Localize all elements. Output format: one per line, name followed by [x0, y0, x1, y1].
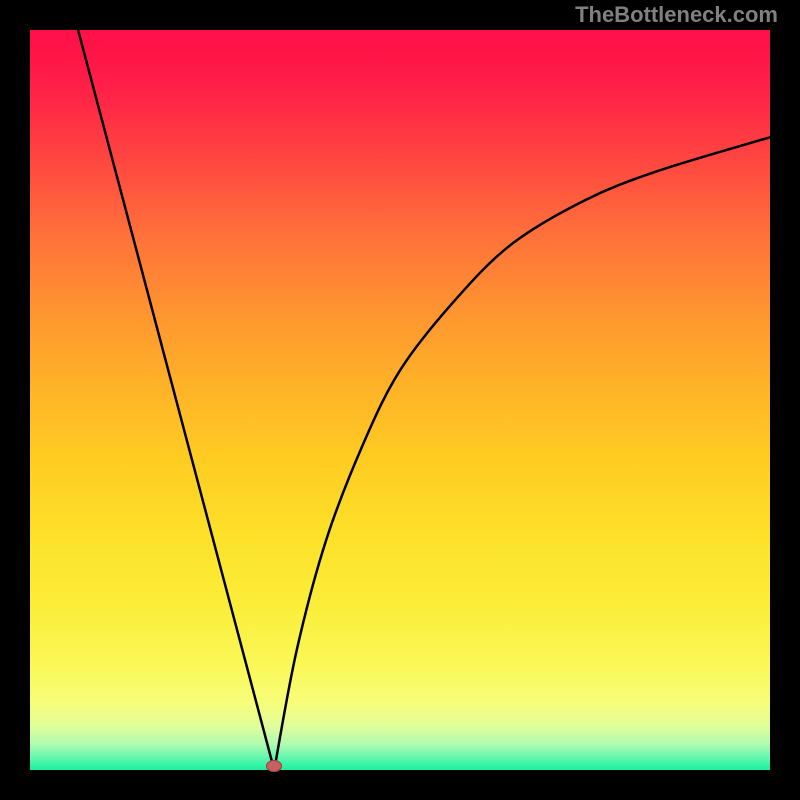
watermark-label: TheBottleneck.com — [575, 2, 778, 28]
chart-canvas: TheBottleneck.com — [0, 0, 800, 800]
curve-path — [78, 30, 770, 770]
bottleneck-curve — [0, 0, 800, 800]
